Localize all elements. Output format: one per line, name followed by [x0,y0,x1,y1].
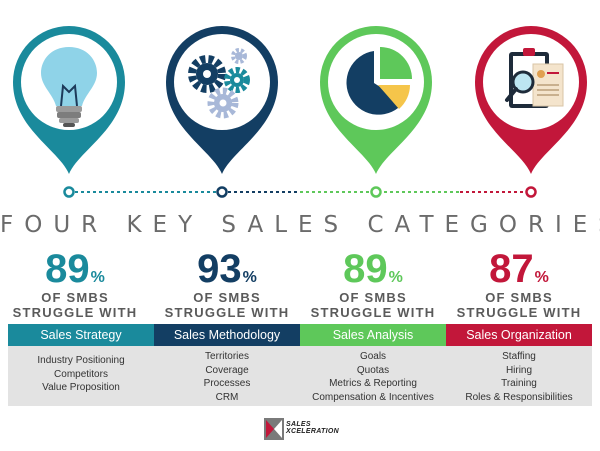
list-item: Roles & Responsibilities [465,391,573,403]
category-bar-sales-organization: Sales Organization [446,324,592,346]
pin-sales-strategy [13,26,125,174]
struggle-line1: OF SMBS [339,290,407,305]
timeline-dot [370,186,382,198]
timeline-dot [216,186,228,198]
list-item: Competitors [54,368,108,380]
category-bar-sales-methodology: Sales Methodology [154,324,300,346]
list-item: Industry Positioning [37,355,125,366]
list-item: Processes [203,378,251,389]
percent-sign: % [388,269,403,286]
timeline-dot [525,186,537,198]
timeline [63,186,537,198]
list-sales-analysis: Goals Quotas Metrics & Reporting Compens… [300,346,446,406]
list-sales-strategy: Industry Positioning Competitors Value P… [8,346,154,406]
list-item: Value Proposition [42,382,120,393]
struggle-line1: OF SMBS [193,290,261,305]
struggle-line1: OF SMBS [485,290,553,305]
page-title: FOUR KEY SALES CATEGORIES [0,212,600,238]
struggle-line2: STRUGGLE WITH [164,305,290,320]
percent-sign: % [90,269,105,286]
list-item: Hiring [505,364,533,376]
stat-value: 93 [197,247,242,291]
stat-value: 87 [489,247,534,291]
percent-sign: % [534,269,549,286]
list-item: Coverage [205,364,249,376]
pin-sales-organization [475,26,587,174]
stat-sales-organization: 87% OF SMBS STRUGGLE WITH [446,248,592,320]
lightbulb-icon [41,47,97,127]
list-item: Compensation & Incentives [312,391,434,403]
struggle-line2: STRUGGLE WITH [310,305,436,320]
list-item: Training [501,378,537,389]
list-item: Territories [205,351,249,362]
stat-sales-strategy: 89% OF SMBS STRUGGLE WITH [2,248,148,320]
list-item: Metrics & Reporting [329,378,417,389]
struggle-line2: STRUGGLE WITH [456,305,582,320]
list-item: Quotas [356,364,390,376]
percent-sign: % [242,269,257,286]
pin-sales-methodology [166,26,278,174]
pie-chart-icon [346,47,412,115]
stat-sales-methodology: 93% OF SMBS STRUGGLE WITH [154,248,300,320]
logo-text-line1: SALES [286,421,311,428]
list-item: CRM [215,391,239,403]
list-item: Staffing [502,351,536,362]
stat-sales-analysis: 89% OF SMBS STRUGGLE WITH [300,248,446,320]
pin-sales-analysis [320,26,432,174]
list-sales-organization: Staffing Hiring Training Roles & Respons… [446,346,592,406]
category-bar-sales-analysis: Sales Analysis [300,324,446,346]
sales-xceleration-logo: SALES XCELERATION [264,416,344,442]
struggle-line2: STRUGGLE WITH [12,305,138,320]
struggle-line1: OF SMBS [41,290,109,305]
logo-mark-icon [264,418,284,440]
gears-icon [188,48,250,119]
list-item: Goals [359,351,387,362]
timeline-dot [63,186,75,198]
logo-text-line2: XCELERATION [286,428,339,435]
stat-value: 89 [343,247,388,291]
list-sales-methodology: Territories Coverage Processes CRM [154,346,300,406]
clipboard-magnifier-icon [505,48,564,108]
stat-value: 89 [45,247,90,291]
category-bar-sales-strategy: Sales Strategy [8,324,154,346]
